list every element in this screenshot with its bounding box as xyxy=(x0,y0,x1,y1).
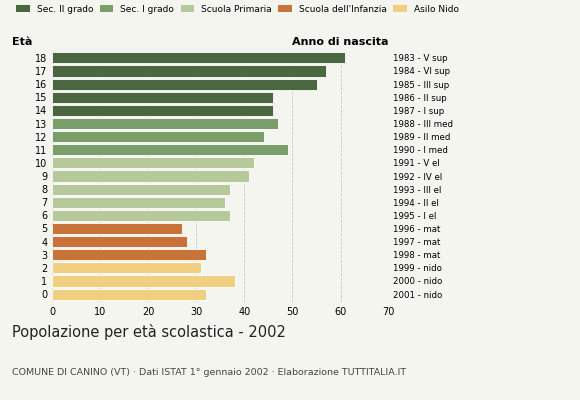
Bar xyxy=(52,223,182,234)
Bar xyxy=(52,184,230,195)
Legend: Sec. II grado, Sec. I grado, Scuola Primaria, Scuola dell'Infanzia, Asilo Nido: Sec. II grado, Sec. I grado, Scuola Prim… xyxy=(16,4,459,14)
Bar xyxy=(52,118,278,129)
Bar xyxy=(52,170,249,182)
Bar xyxy=(52,249,206,260)
Bar xyxy=(52,92,273,103)
Text: Età: Età xyxy=(12,38,32,48)
Bar xyxy=(52,144,288,155)
Text: COMUNE DI CANINO (VT) · Dati ISTAT 1° gennaio 2002 · Elaborazione TUTTITALIA.IT: COMUNE DI CANINO (VT) · Dati ISTAT 1° ge… xyxy=(12,368,406,377)
Bar xyxy=(52,78,317,90)
Bar xyxy=(52,197,225,208)
Text: Anno di nascita: Anno di nascita xyxy=(292,38,389,48)
Bar xyxy=(52,288,206,300)
Bar xyxy=(52,105,273,116)
Bar xyxy=(52,66,326,76)
Bar xyxy=(52,262,201,274)
Bar xyxy=(52,210,230,221)
Bar xyxy=(52,157,254,168)
Text: Popolazione per età scolastica - 2002: Popolazione per età scolastica - 2002 xyxy=(12,324,285,340)
Bar xyxy=(52,276,235,286)
Bar xyxy=(52,52,345,64)
Bar xyxy=(52,131,264,142)
Bar xyxy=(52,236,187,247)
